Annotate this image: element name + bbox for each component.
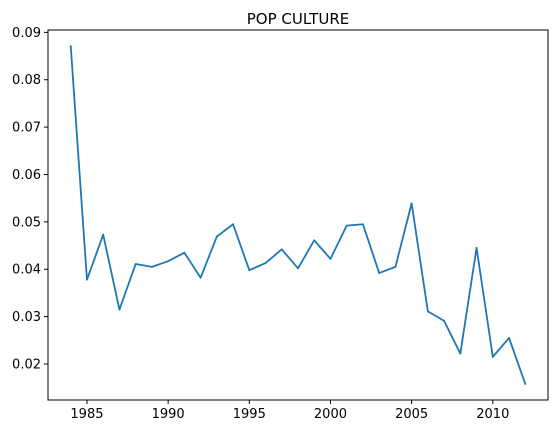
y-tick-label: 0.07 — [12, 121, 41, 136]
plot-area-frame — [47, 29, 549, 401]
data-point — [199, 276, 202, 279]
series-line — [69, 45, 527, 385]
data-point — [426, 310, 429, 313]
data-point — [345, 224, 348, 227]
data-point — [102, 233, 105, 236]
y-tick-label: 0.08 — [12, 73, 41, 88]
data-point — [167, 260, 170, 263]
y-tick-label: 0.03 — [12, 310, 41, 325]
data-point — [329, 257, 332, 260]
x-tick-label: 2010 — [476, 407, 509, 422]
data-point — [459, 352, 462, 355]
data-point — [86, 278, 88, 281]
x-axis: 1985 1990 1995 2000 2005 2010 — [70, 400, 509, 422]
y-tick-label: 0.02 — [12, 357, 41, 372]
data-point — [215, 235, 218, 238]
data-point — [362, 223, 364, 226]
data-point — [508, 337, 510, 339]
data-point — [69, 45, 72, 48]
data-point — [313, 239, 316, 242]
data-point — [378, 272, 381, 274]
series-layer — [69, 45, 527, 385]
y-tick-label: 0.04 — [12, 263, 41, 278]
data-point — [280, 248, 283, 251]
data-point — [443, 319, 446, 322]
x-tick-label: 2000 — [314, 407, 347, 422]
data-point — [524, 382, 527, 385]
y-tick-label: 0.09 — [12, 26, 41, 41]
data-point — [394, 265, 397, 268]
x-tick-label: 1990 — [152, 407, 185, 422]
data-point — [183, 251, 186, 254]
data-point — [410, 202, 413, 205]
y-tick-label: 0.05 — [12, 215, 41, 230]
y-tick-label: 0.06 — [12, 168, 41, 183]
data-point — [264, 262, 267, 264]
y-axis: 0.02 0.03 0.04 0.05 0.06 0.07 0.08 0.09 — [12, 26, 48, 372]
data-point — [491, 355, 494, 358]
data-point — [475, 247, 478, 249]
data-point — [134, 263, 137, 265]
x-tick-label: 1995 — [233, 407, 266, 422]
data-point — [150, 265, 153, 268]
data-point — [297, 267, 299, 270]
data-point — [232, 223, 234, 226]
x-tick-label: 1985 — [70, 407, 103, 422]
data-point — [118, 308, 121, 311]
chart-title: POP CULTURE — [247, 10, 349, 28]
x-tick-label: 2005 — [395, 407, 428, 422]
data-point — [248, 269, 251, 272]
